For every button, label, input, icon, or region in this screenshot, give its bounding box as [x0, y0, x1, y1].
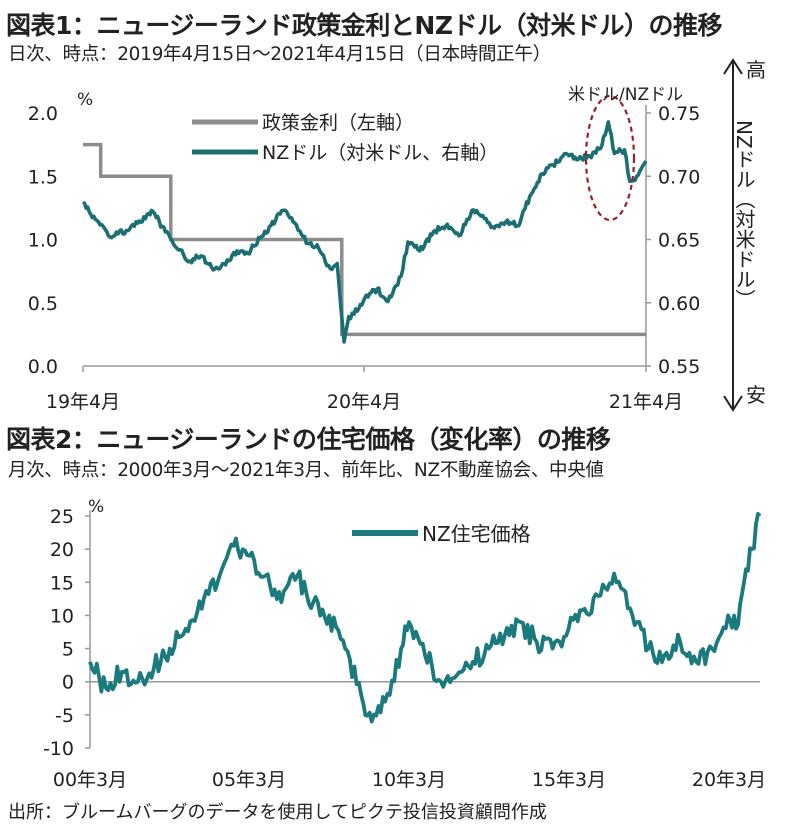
chart1-axes: [83, 105, 647, 367]
chart1-left-unit: %: [77, 90, 93, 110]
left-tick-label: 1.0: [28, 230, 58, 252]
left-tick-label: 2.0: [28, 103, 58, 125]
y-tick-label: 25: [50, 506, 74, 528]
right-tick-label: 0.55: [658, 356, 700, 378]
x-tick-label: 05年3月: [212, 769, 286, 791]
legend-nzd-label: NZドル（対米ドル、右軸）: [262, 142, 498, 164]
chart2-svg: % -10 -5 0 5 10 15 20 25 00年3月 05年3月 10年3月 15年3月 20…: [43, 497, 766, 791]
y-tick-label: 5: [62, 639, 74, 661]
y-tick-label: 20: [50, 539, 74, 561]
chart1-svg: % 0.0 0.5 1.0 1.5 2.0 0.55 0.60 0.65 0.70 0.75 1…: [28, 58, 766, 413]
x-tick-label: 20年3月: [692, 769, 766, 791]
chart2-x-ticks: 00年3月 05年3月 10年3月 15年3月 20年3月: [53, 769, 766, 791]
chart1-x-ticks: 19年4月 20年4月 21年4月: [46, 366, 683, 413]
right-tick-label: 0.60: [658, 293, 700, 315]
chart2-series: [88, 512, 762, 724]
chart2-title: 図表2：ニュージーランドの住宅価格（変化率）の推移: [6, 425, 611, 454]
chart1-left-ticks: 0.0 0.5 1.0 1.5 2.0: [28, 103, 58, 378]
chart2-y-ticks: -10 -5 0 5 10 15 20 25: [43, 506, 90, 760]
chart1-title: 図表1：ニュージーランド政策金利とNZドル（対米ドル）の推移: [6, 11, 722, 40]
x-tick-label: 20年4月: [327, 391, 401, 413]
chart2-left-unit: %: [88, 497, 104, 517]
left-tick-label: 1.5: [28, 166, 58, 188]
y-tick-label: -5: [55, 705, 74, 727]
y-tick-label: 15: [50, 572, 74, 594]
series-housing-price: [88, 512, 762, 724]
chart2-axes: [89, 510, 760, 748]
highlight-ellipse: [584, 94, 636, 222]
chart1-subtitle: 日次、時点：2019年4月15日～2021年4月15日（日本時間正午）: [8, 44, 551, 65]
high-label: 高: [746, 58, 766, 82]
chart1-legend: 政策金利（左軸） NZドル（対米ドル、右軸）: [192, 112, 498, 164]
y-tick-label: 0: [62, 672, 74, 694]
chart2-legend: NZ住宅価格: [352, 522, 531, 546]
right-tick-label: 0.65: [658, 230, 700, 252]
right-tick-label: 0.75: [658, 103, 700, 125]
x-tick-label: 21年4月: [609, 391, 683, 413]
x-tick-label: 10年3月: [372, 769, 446, 791]
y-tick-label: -10: [43, 738, 74, 760]
source-note: 出所：ブルームバーグのデータを使用してピクテ投信投資顧問作成: [8, 802, 547, 823]
chart1-series: [82, 120, 648, 344]
left-tick-label: 0.5: [28, 293, 58, 315]
legend-housing-label: NZ住宅価格: [422, 522, 531, 546]
annotation-label: 米ドル/NZドル: [568, 85, 683, 105]
series-nzd: [82, 120, 648, 344]
x-tick-label: 15年3月: [532, 769, 606, 791]
chart2-subtitle: 月次、時点：2000年3月～2021年3月、前年比、NZ不動産協会、中央値: [8, 460, 604, 481]
right-tick-label: 0.70: [658, 166, 700, 188]
legend-rate-label: 政策金利（左軸）: [262, 112, 414, 134]
direction-arrow: [723, 58, 743, 412]
x-tick-label: 19年4月: [46, 391, 120, 413]
y-tick-label: 10: [50, 605, 74, 627]
x-tick-label: 00年3月: [53, 769, 127, 791]
left-tick-label: 0.0: [28, 356, 58, 378]
right-axis-label: NZドル（対米ドル）: [732, 120, 756, 309]
chart1-right-ticks: 0.55 0.60 0.65 0.70 0.75: [646, 103, 700, 378]
series-policy-rate: [83, 142, 646, 337]
low-label: 安: [746, 383, 766, 407]
